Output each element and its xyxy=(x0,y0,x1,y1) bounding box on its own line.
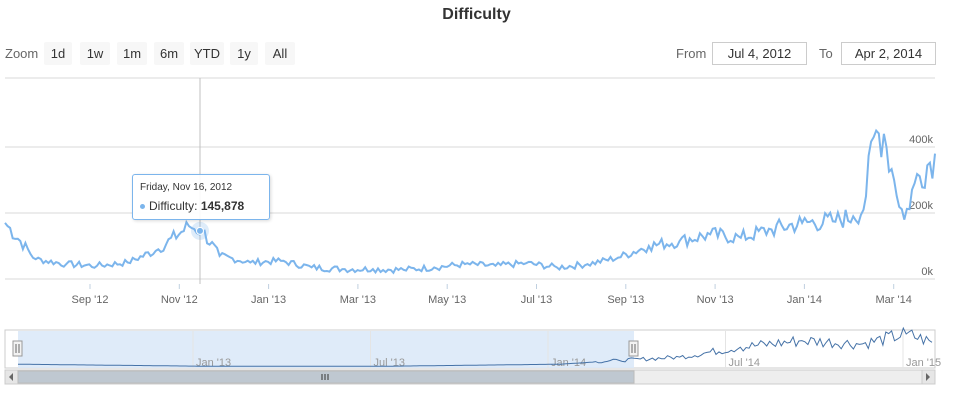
from-label: From xyxy=(676,46,707,61)
data-tooltip: Friday, Nov 16, 2012 Difficulty: 145,878 xyxy=(132,174,270,220)
hover-point[interactable] xyxy=(196,226,204,235)
x-tick-label: Nov '13 xyxy=(697,294,734,306)
scrollbar-thumb[interactable] xyxy=(17,370,635,384)
scrollbar-left-arrow[interactable] xyxy=(4,369,19,385)
scrollbar-grip-icon xyxy=(321,374,329,380)
navigator-selected-range[interactable] xyxy=(18,331,634,368)
zoom-1m-button[interactable]: 1m xyxy=(117,42,147,65)
tooltip-series-dot-icon xyxy=(140,204,145,209)
tooltip-value: 145,878 xyxy=(200,199,245,213)
y-tick-label: 0k xyxy=(921,266,933,278)
navigator-tick-label: Jul '13 xyxy=(374,357,405,369)
x-axis-ticks xyxy=(89,284,895,289)
navigator-tick-label: Jan '15 xyxy=(906,357,941,369)
x-tick-label: Jul '13 xyxy=(521,294,552,306)
zoom-all-button[interactable]: All xyxy=(265,42,295,65)
navigator-tick-label: Jan '13 xyxy=(196,357,231,369)
to-label: To xyxy=(819,46,833,61)
x-axis-labels: Sep '12 Nov '12 Jan '13 Mar '13 May '13 Jul '… xyxy=(72,294,912,306)
y-tick-label: 200k xyxy=(909,200,933,212)
from-date-input[interactable]: Jul 4, 2012 xyxy=(712,42,807,65)
zoom-label: Zoom xyxy=(5,46,39,61)
x-tick-label: Nov '12 xyxy=(161,294,198,306)
navigator-left-handle[interactable] xyxy=(12,340,23,357)
zoom-6m-button[interactable]: 6m xyxy=(154,42,184,65)
y-tick-label: 400k xyxy=(909,134,933,146)
navigator-tick-label: Jul '14 xyxy=(729,357,760,369)
tooltip-series-row: Difficulty: 145,878 xyxy=(149,199,244,213)
tooltip-series-name: Difficulty: xyxy=(149,199,198,213)
zoom-1y-button[interactable]: 1y xyxy=(230,42,258,65)
x-tick-label: May '13 xyxy=(428,294,466,306)
x-tick-label: Sep '12 xyxy=(72,294,109,306)
tooltip-date: Friday, Nov 16, 2012 xyxy=(140,182,233,193)
zoom-1d-button[interactable]: 1d xyxy=(44,42,72,65)
x-tick-label: Sep '13 xyxy=(607,294,644,306)
navigator-grid xyxy=(192,331,904,368)
chart-title: Difficulty xyxy=(442,6,511,23)
zoom-ytd-button[interactable]: YTD xyxy=(190,42,224,65)
x-tick-label: Jan '13 xyxy=(251,294,286,306)
navigator-tick-label: Jan '14 xyxy=(551,357,586,369)
scrollbar-right-arrow[interactable] xyxy=(921,369,936,385)
x-tick-label: Mar '13 xyxy=(340,294,376,306)
zoom-1w-button[interactable]: 1w xyxy=(80,42,110,65)
to-date-input[interactable]: Apr 2, 2014 xyxy=(841,42,936,65)
navigator-series-line xyxy=(18,326,933,367)
y-axis-labels: 0k 200k 400k xyxy=(909,134,933,278)
x-tick-label: Jan '14 xyxy=(787,294,822,306)
series-line-difficulty[interactable] xyxy=(4,128,936,275)
navigator-right-handle[interactable] xyxy=(628,340,639,357)
x-tick-label: Mar '14 xyxy=(876,294,912,306)
